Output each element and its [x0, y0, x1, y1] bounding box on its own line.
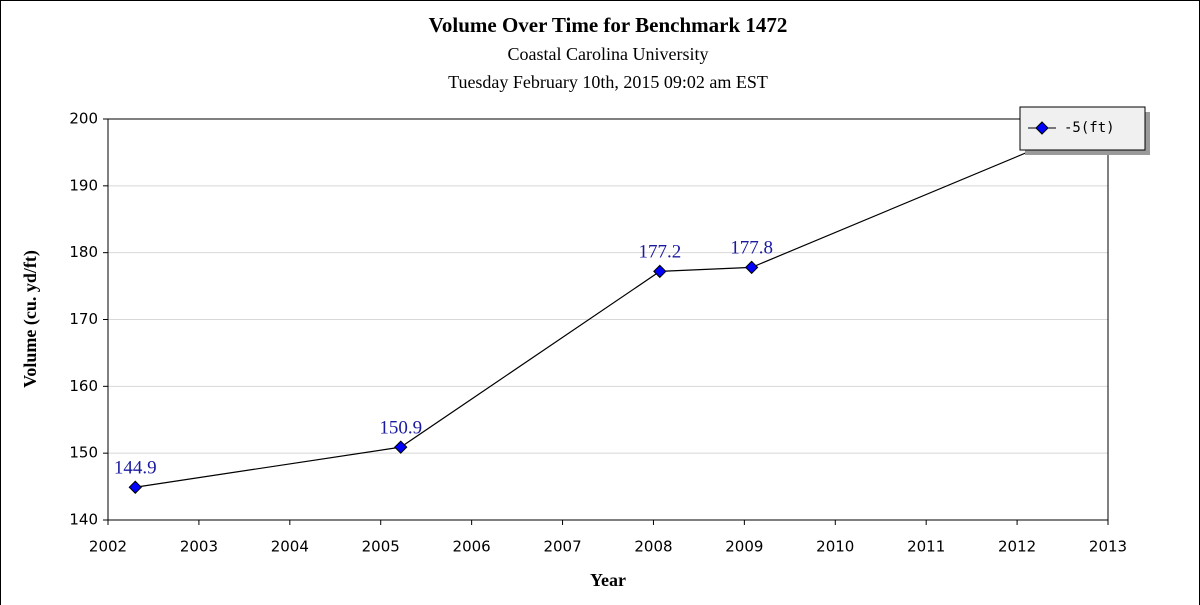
x-tick-label: 2013 [1089, 538, 1127, 556]
x-axis-label: Year [590, 570, 626, 590]
x-tick-label: 2006 [453, 538, 491, 556]
chart-date: Tuesday February 10th, 2015 09:02 am EST [448, 72, 768, 92]
x-tick-label: 2008 [634, 538, 672, 556]
y-tick-label: 150 [69, 444, 98, 462]
marker [394, 440, 408, 454]
x-tick-label: 2012 [998, 538, 1036, 556]
data-label: 150.9 [379, 418, 422, 439]
y-tick-label: 160 [69, 377, 98, 395]
data-label: 144.9 [114, 458, 157, 479]
chart-subtitle: Coastal Carolina University [508, 44, 709, 64]
y-axis-label: Volume (cu. yd/ft) [20, 250, 41, 388]
y-tick-label: 170 [69, 310, 98, 328]
x-tick-label: 2011 [907, 538, 945, 556]
y-tick-label: 190 [69, 176, 98, 194]
legend-label: -5(ft) [1064, 120, 1115, 136]
y-tick-label: 200 [69, 110, 98, 128]
x-tick-label: 2004 [271, 538, 309, 556]
plot-area [107, 118, 1109, 521]
x-tick-label: 2010 [816, 538, 854, 556]
y-tick-label: 180 [69, 243, 98, 261]
data-label: 177.2 [638, 242, 681, 263]
data-label: 177.8 [730, 238, 773, 259]
x-tick-label: 2009 [725, 538, 763, 556]
x-tick-label: 2005 [362, 538, 400, 556]
x-tick-label: 2003 [180, 538, 218, 556]
y-tick-label: 140 [69, 511, 98, 529]
marker [653, 264, 667, 279]
x-tick-label: 2002 [89, 538, 127, 556]
chart-title: Volume Over Time for Benchmark 1472 [429, 13, 788, 37]
marker [744, 260, 759, 275]
x-tick-label: 2007 [543, 538, 581, 556]
legend-marker [1035, 121, 1049, 135]
marker [128, 480, 142, 494]
